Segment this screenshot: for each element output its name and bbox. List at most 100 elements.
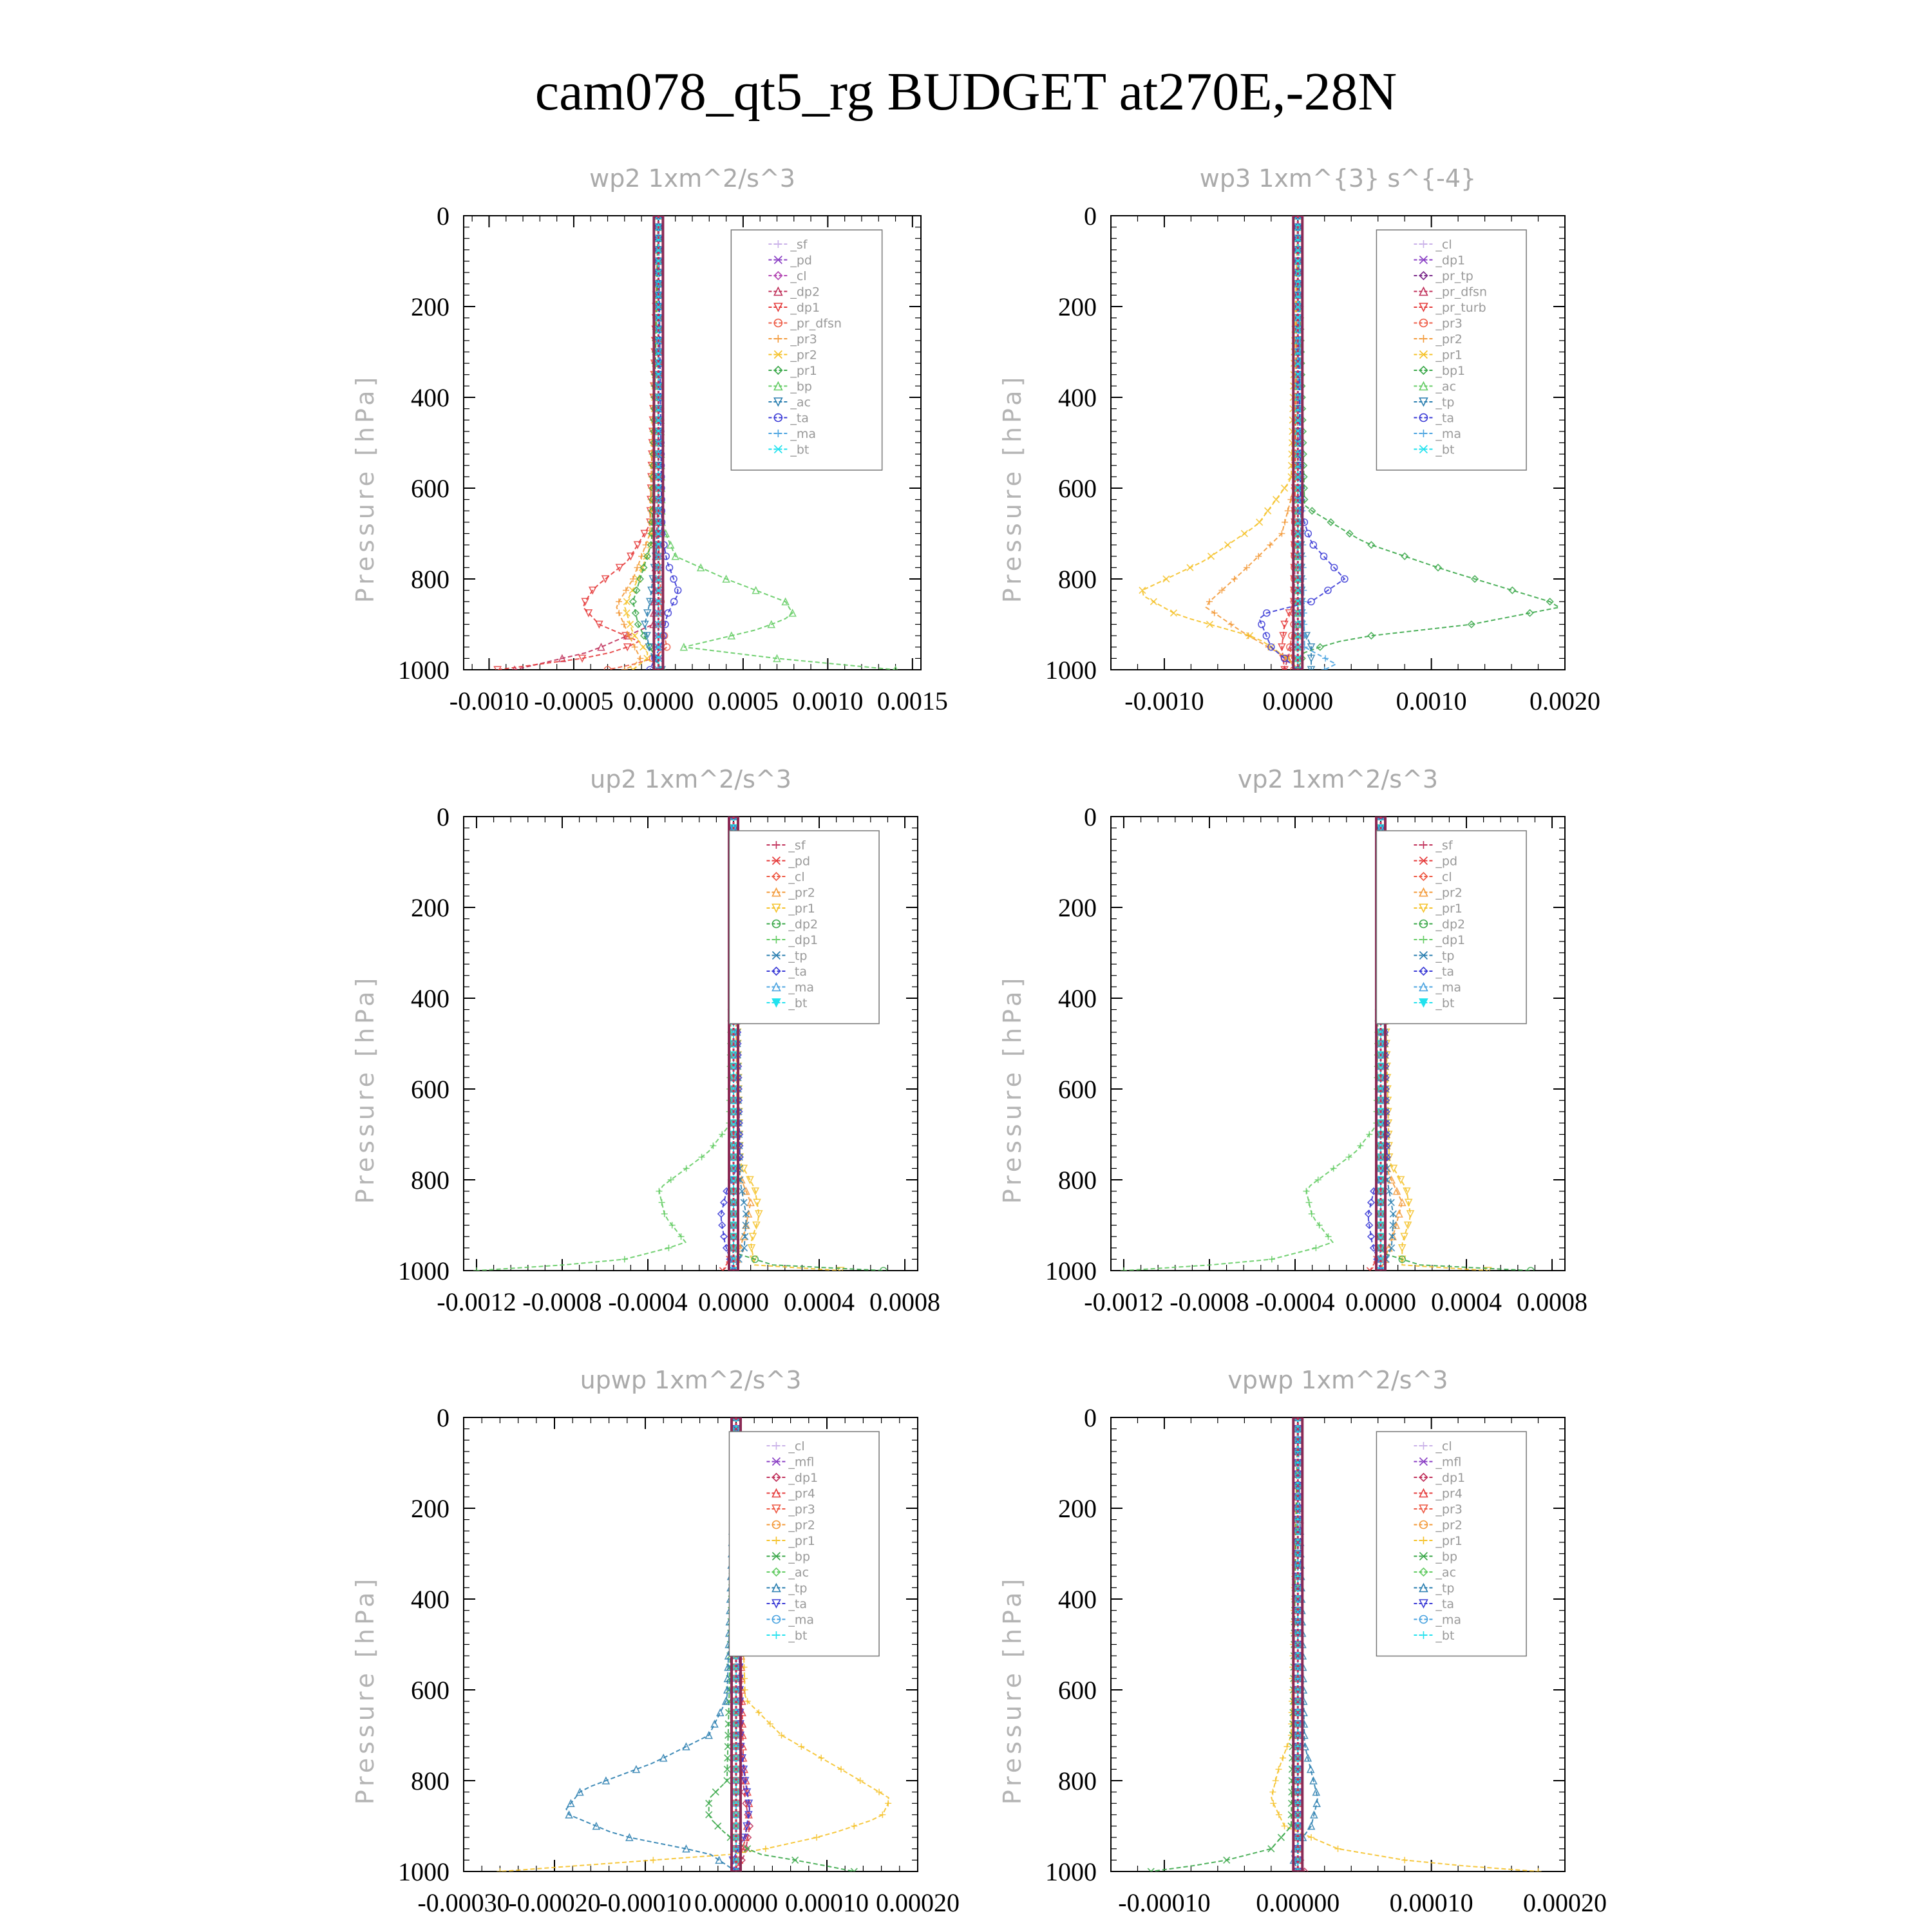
x-tick-label: 0.0000 bbox=[698, 1287, 769, 1316]
legend-marker bbox=[1419, 981, 1428, 992]
legend-item: _pr3 bbox=[768, 332, 817, 346]
legend-label: _ta bbox=[790, 412, 809, 426]
legend-label: _bt bbox=[1435, 443, 1454, 457]
y-axis-label: Pressure [hPa] bbox=[351, 974, 379, 1204]
legend-item: _pr2 bbox=[766, 886, 815, 900]
y-axis-label: Pressure [hPa] bbox=[998, 1575, 1027, 1805]
legend-marker bbox=[1419, 397, 1428, 407]
y-tick-label: 400 bbox=[1058, 1585, 1097, 1614]
series-markers bbox=[1147, 1417, 1302, 1871]
legend-marker bbox=[772, 1520, 781, 1530]
legend-item: _pr_dfsn bbox=[768, 317, 842, 331]
legend-item: _pr1 bbox=[1414, 902, 1463, 916]
x-tick-label: 0.0005 bbox=[708, 687, 779, 715]
y-tick-label: 600 bbox=[411, 474, 450, 503]
legend-marker bbox=[772, 1582, 781, 1593]
legend-item: _ma bbox=[1414, 1613, 1461, 1627]
legend-marker bbox=[772, 904, 781, 913]
legend-item: _bp bbox=[766, 1550, 810, 1564]
y-tick-label: 0 bbox=[437, 1403, 450, 1432]
legend-label: _sf bbox=[790, 238, 808, 252]
y-tick-label: 600 bbox=[1058, 1676, 1097, 1705]
legend-label: _ac bbox=[788, 1566, 809, 1580]
x-tick-label: 0.00000 bbox=[694, 1888, 778, 1917]
panel-vp2: vp2 1xm^2/s^3 Pressure [hPa] 0 200 400 600 800… bbox=[998, 765, 1587, 1316]
legend-item: _ma bbox=[1414, 427, 1461, 441]
legend-item: _bt bbox=[766, 996, 807, 1010]
legend-item: _dp1 bbox=[768, 301, 820, 315]
legend-marker bbox=[772, 998, 781, 1008]
series-line bbox=[497, 216, 659, 670]
legend-box bbox=[728, 830, 880, 1025]
legend-marker bbox=[773, 397, 783, 407]
legend-item: _tp bbox=[766, 1582, 807, 1596]
legend-item: _bp bbox=[768, 380, 812, 394]
y-tick-label: 0 bbox=[1084, 1403, 1097, 1432]
legend-marker bbox=[1419, 303, 1428, 312]
legend-label: _pr4 bbox=[788, 1487, 815, 1501]
legend-marker bbox=[1419, 365, 1428, 375]
zero-bar bbox=[652, 216, 665, 670]
legend-item: _ma bbox=[1414, 981, 1461, 995]
x-tick-label: -0.0010 bbox=[450, 687, 529, 715]
legend: _cl_mfl_dp1 _pr4_pr3 _pr2_pr1 _bp _ac _tp_ta _… bbox=[728, 1431, 880, 1657]
legend-label: _bp1 bbox=[1435, 364, 1465, 378]
legend-label: _dp2 bbox=[790, 285, 820, 299]
legend-marker bbox=[772, 1488, 781, 1498]
y-tick-label: 1000 bbox=[398, 656, 450, 685]
legend-marker bbox=[1419, 255, 1428, 265]
x-tick-label: 0.00000 bbox=[1256, 1888, 1340, 1917]
series-dp1 bbox=[493, 216, 663, 670]
legend-marker bbox=[1419, 904, 1428, 913]
legend-marker bbox=[772, 951, 781, 960]
legend-marker bbox=[1419, 1631, 1428, 1639]
legend-marker bbox=[1419, 966, 1428, 976]
legend-label: _pr_tp bbox=[1435, 269, 1473, 283]
panel-vpwp: vpwp 1xm^2/s^3 Pressure [hPa] 0 200 400 600 80… bbox=[998, 1366, 1607, 1917]
legend-marker bbox=[773, 444, 782, 454]
legend-item: _cl bbox=[1414, 238, 1452, 252]
series-markers bbox=[493, 216, 663, 670]
legend-item: _dp2 bbox=[768, 285, 820, 299]
legend-marker bbox=[1419, 430, 1428, 437]
legend-label: _ac bbox=[1435, 1566, 1456, 1580]
legend-item: _bt bbox=[1414, 443, 1454, 457]
legend-label: _dp1 bbox=[788, 1471, 818, 1485]
y-tick-label: 800 bbox=[411, 565, 450, 594]
legend-item: _ta bbox=[766, 965, 807, 979]
legend-label: _pr_dfsn bbox=[1435, 285, 1487, 299]
legend-label: _dp2 bbox=[1435, 918, 1465, 932]
legend-label: _pr_dfsn bbox=[790, 317, 842, 331]
y-tick-label: 1000 bbox=[1045, 1256, 1097, 1285]
legend-item: _pr2 bbox=[766, 1519, 815, 1533]
legend-label: _pd bbox=[1435, 855, 1457, 869]
legend-marker bbox=[1419, 871, 1428, 882]
legend-marker bbox=[1419, 1504, 1428, 1514]
panel-title: vpwp 1xm^2/s^3 bbox=[1227, 1366, 1448, 1394]
series-pr2 bbox=[1205, 216, 1302, 670]
legend-item: _bt bbox=[1414, 1629, 1454, 1643]
y-tick-label: 400 bbox=[1058, 383, 1097, 412]
plot-area bbox=[1139, 216, 1561, 670]
legend-label: _pr4 bbox=[1435, 1487, 1462, 1501]
legend-item: _pr1 bbox=[768, 364, 817, 378]
figure-title: cam078_qt5_rg BUDGET at270E,-28N bbox=[535, 62, 1397, 122]
legend-label: _ma bbox=[1435, 427, 1461, 441]
legend-marker bbox=[1419, 444, 1428, 454]
legend-label: _bp bbox=[790, 380, 812, 394]
legend-label: _ac bbox=[790, 395, 811, 410]
legend-label: _dp1 bbox=[1435, 933, 1465, 947]
series-line bbox=[1123, 817, 1382, 1271]
legend-item: _bt bbox=[768, 443, 809, 457]
legend-label: _dp1 bbox=[1435, 1471, 1465, 1485]
x-tick-label: 0.0000 bbox=[1345, 1287, 1416, 1316]
x-tick-label: 0.0015 bbox=[877, 687, 948, 715]
legend-item: _pr4 bbox=[1414, 1487, 1463, 1501]
legend-item: _pr1 bbox=[766, 1534, 815, 1548]
legend-marker bbox=[773, 255, 782, 265]
legend-item: _bp1 bbox=[1414, 364, 1465, 378]
y-tick-label: 600 bbox=[411, 1075, 450, 1104]
legend-label: _tp bbox=[788, 1582, 807, 1596]
y-axis-label: Pressure [hPa] bbox=[998, 374, 1027, 603]
legend-marker bbox=[773, 286, 783, 296]
